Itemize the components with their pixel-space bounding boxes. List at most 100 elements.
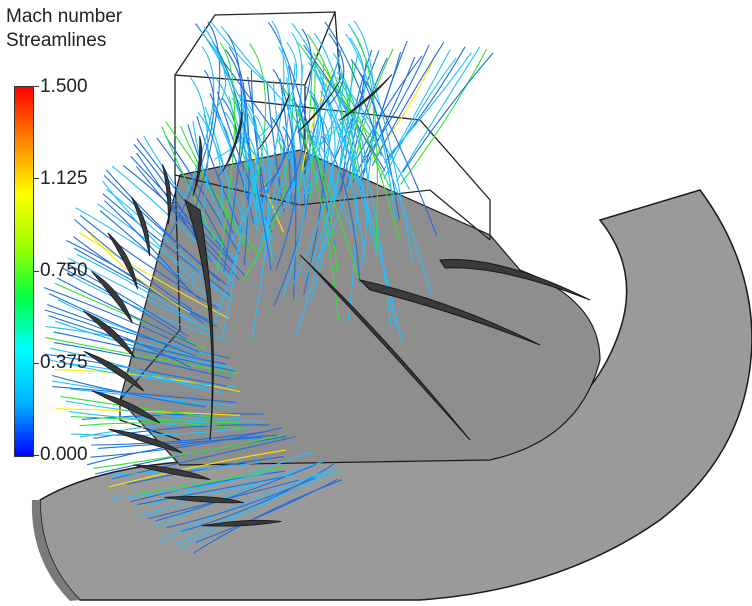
streamline <box>122 164 240 281</box>
legend-title-line1: Mach number <box>6 6 123 27</box>
streamline <box>126 456 284 485</box>
streamline <box>204 106 235 221</box>
streamline <box>103 175 229 287</box>
streamline <box>155 463 317 522</box>
diffuser-blade <box>83 310 136 358</box>
streamline <box>132 465 285 495</box>
streamline <box>65 362 224 395</box>
colorbar-tick-label: 0.000 <box>40 444 88 465</box>
streamline <box>52 386 237 404</box>
streamline <box>130 155 246 276</box>
streamline <box>286 76 301 213</box>
streamline <box>203 26 275 262</box>
streamline <box>197 111 223 216</box>
streamline <box>295 129 334 336</box>
colorbar-tick-label: 0.750 <box>40 260 88 281</box>
diffuser-blade <box>192 135 203 197</box>
streamline <box>79 422 244 430</box>
diffuser-blade <box>107 232 138 290</box>
streamline <box>74 218 192 310</box>
diffuser-blade <box>132 464 211 480</box>
streamline <box>87 434 278 466</box>
streamline <box>319 76 347 151</box>
streamline <box>336 76 400 241</box>
streamline <box>242 138 287 282</box>
streamline <box>270 98 305 223</box>
streamline <box>79 214 220 310</box>
streamline <box>299 53 344 176</box>
streamline <box>45 336 239 375</box>
blades <box>83 74 591 527</box>
legend-title-line2: Streamlines <box>6 30 107 51</box>
streamline <box>225 49 246 164</box>
streamline <box>275 126 297 269</box>
diffuser-blade <box>258 93 290 150</box>
streamline <box>71 426 254 437</box>
streamline <box>282 90 322 201</box>
streamline <box>296 84 319 190</box>
impeller-blade <box>358 279 541 346</box>
streamline <box>48 293 196 357</box>
streamline <box>324 21 383 157</box>
streamline <box>231 129 258 241</box>
streamline <box>93 434 283 469</box>
streamline <box>353 20 375 179</box>
streamline <box>357 109 433 295</box>
streamline <box>55 320 225 369</box>
streamline <box>224 111 270 263</box>
streamline <box>67 273 229 342</box>
streamline <box>262 32 303 241</box>
streamline <box>91 431 265 446</box>
streamline <box>137 476 286 506</box>
streamline <box>400 48 488 185</box>
streamline <box>135 165 233 276</box>
streamline <box>105 462 260 476</box>
streamline <box>76 253 206 331</box>
streamline <box>97 203 234 303</box>
streamline <box>303 95 326 295</box>
streamline <box>112 470 275 500</box>
streamline <box>239 133 295 212</box>
streamline <box>358 70 438 237</box>
streamline <box>51 374 206 408</box>
diffuser-blade <box>164 496 244 504</box>
streamline <box>196 115 244 234</box>
streamline <box>346 57 388 187</box>
diffuser-blade <box>339 74 393 121</box>
diffuser-outer-band <box>31 500 80 601</box>
streamline <box>156 461 323 528</box>
streamline <box>191 21 221 221</box>
colorbar-tick <box>33 363 39 364</box>
streamline <box>61 267 187 341</box>
impeller-blade <box>184 198 214 441</box>
diffuser-blade <box>297 80 341 133</box>
diffuser-blade <box>92 390 161 424</box>
colorbar-tick <box>33 455 39 456</box>
streamline <box>266 82 285 213</box>
streamline <box>55 408 240 416</box>
streamline <box>79 420 270 438</box>
streamline <box>384 46 466 164</box>
colorbar-tick <box>33 271 39 272</box>
streamline <box>98 437 263 449</box>
streamline <box>304 52 367 259</box>
diffuser-blade <box>162 164 172 225</box>
streamline <box>210 21 271 87</box>
streamline <box>255 20 285 231</box>
streamline <box>161 126 216 241</box>
streamline <box>228 46 250 266</box>
streamline <box>195 23 279 178</box>
streamline <box>165 137 240 255</box>
diffuser-blade <box>201 519 282 527</box>
streamline <box>350 59 400 221</box>
streamline <box>50 347 202 391</box>
streamline <box>258 117 285 192</box>
streamline <box>251 114 270 339</box>
streamline <box>282 108 311 299</box>
diffuser-blade <box>83 350 145 392</box>
diffuser-blade <box>91 270 133 324</box>
streamline <box>356 55 423 160</box>
diffuser-blade <box>108 428 183 454</box>
streamline <box>257 41 298 139</box>
